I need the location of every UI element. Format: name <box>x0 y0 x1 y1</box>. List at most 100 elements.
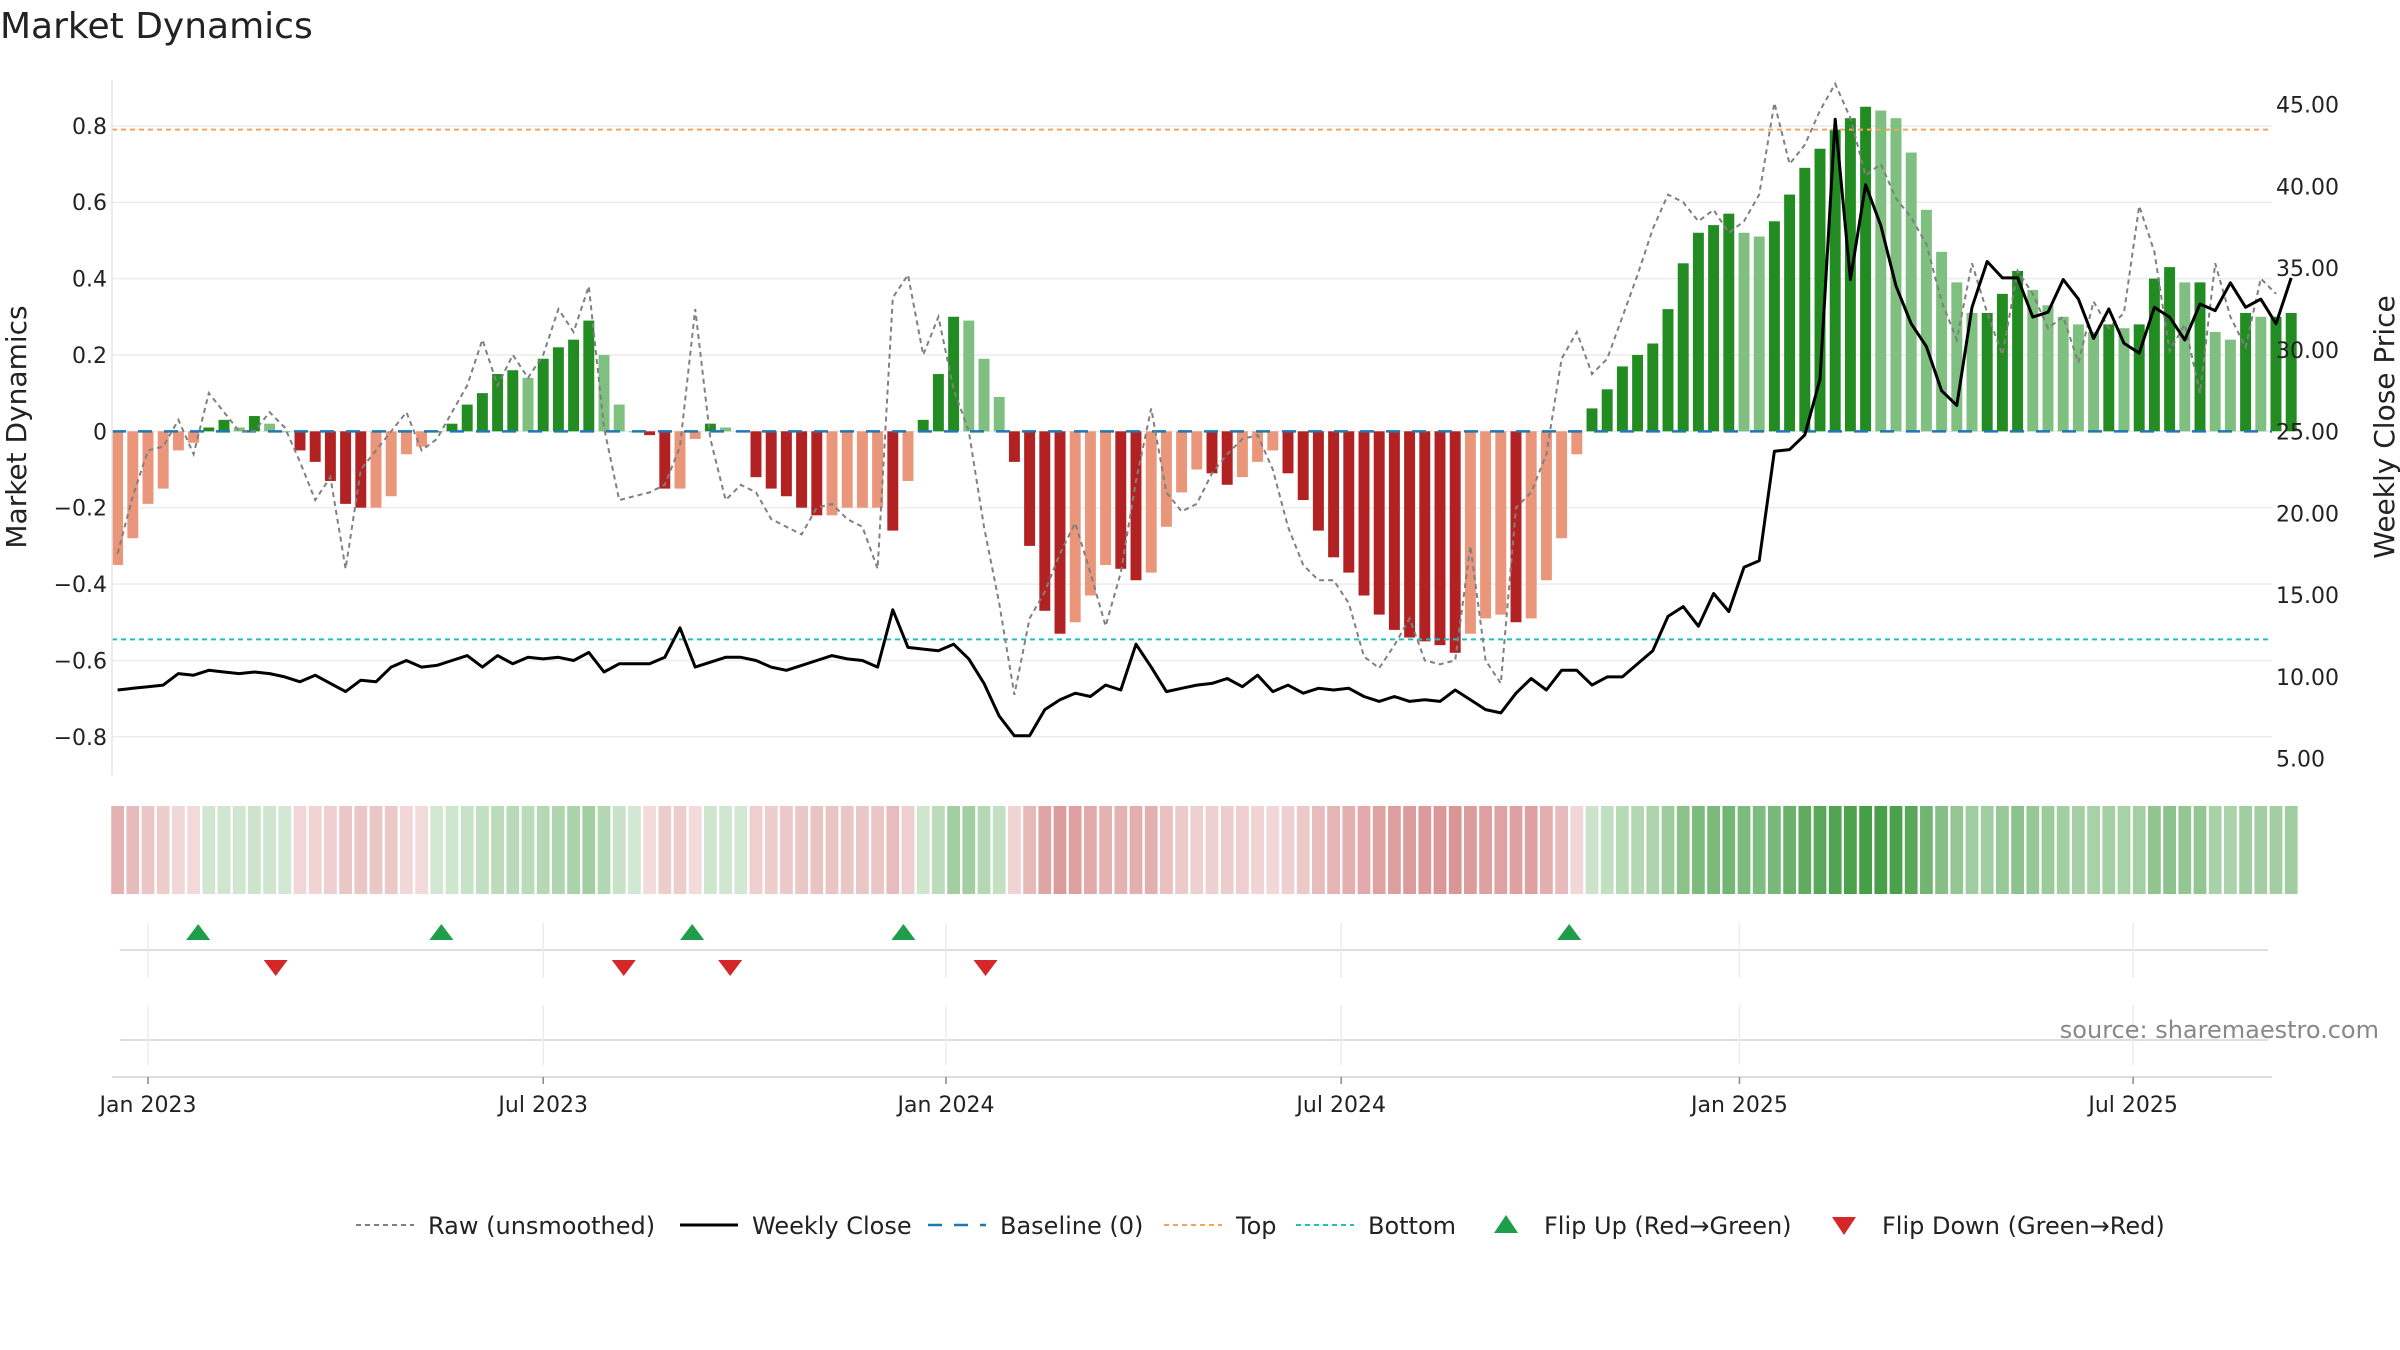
legend-label-top: Top <box>1235 1212 1277 1240</box>
regime-strip-cell <box>187 806 200 894</box>
market-dynamics-bar <box>1252 431 1264 462</box>
regime-strip-cell <box>141 806 155 894</box>
flip-markers <box>120 923 2268 978</box>
market-dynamics-bar <box>355 431 367 508</box>
regime-strip-cell <box>916 806 930 894</box>
regime-strip-cell <box>1220 806 1234 894</box>
market-dynamics-bar <box>1434 431 1446 646</box>
market-dynamics-bar <box>765 431 777 489</box>
market-dynamics-bar <box>917 419 929 432</box>
market-dynamics-bar <box>811 431 823 516</box>
regime-strip-cell <box>400 806 413 894</box>
regime-strip-cell <box>1312 806 1325 894</box>
regime-strip-cell <box>612 806 626 894</box>
market-dynamics-bar <box>537 358 549 432</box>
y-right-tick-label: 25.00 <box>2276 421 2339 446</box>
regime-strip-cell <box>1996 806 2009 894</box>
regime-strip-cell <box>202 806 216 894</box>
market-dynamics-bar <box>613 404 625 432</box>
market-dynamics-bar <box>1297 431 1309 501</box>
y-right-tick-label: 10.00 <box>2276 666 2339 691</box>
regime-strip-cell <box>506 806 520 894</box>
regime-strip-cell <box>1737 806 1751 894</box>
market-dynamics-bar <box>476 393 488 432</box>
market-dynamics-bar <box>1100 431 1112 565</box>
y-right-tick-label: 45.00 <box>2276 94 2339 119</box>
market-dynamics-bar <box>1358 431 1370 596</box>
market-dynamics-bar <box>568 339 580 432</box>
flip-up-marker <box>1557 924 1582 940</box>
market-dynamics-bar <box>264 423 276 432</box>
regime-strip-cell <box>278 806 292 894</box>
market-dynamics-bar <box>1905 152 1917 432</box>
market-dynamics-bar <box>780 431 792 497</box>
y-right-tick-label: 40.00 <box>2276 175 2339 200</box>
market-dynamics-bar <box>1601 389 1613 432</box>
market-dynamics-bar <box>1176 431 1188 493</box>
regime-strip-cell <box>324 806 337 894</box>
legend-label-close: Weekly Close <box>752 1212 912 1240</box>
market-dynamics-bar <box>1328 431 1340 558</box>
regime-strip-cell <box>1281 806 1295 894</box>
market-dynamics-bar <box>1753 236 1765 432</box>
market-dynamics-bar <box>461 404 473 432</box>
market-dynamics-bar <box>1464 431 1476 634</box>
market-dynamics-bar <box>1480 431 1492 619</box>
market-dynamics-bar <box>1951 282 1963 432</box>
regime-strip-cell <box>2117 806 2131 894</box>
y-right-tick-label: 35.00 <box>2276 257 2339 282</box>
regime-strip-cell <box>1236 806 1249 894</box>
regime-strip-cell <box>1661 806 1675 894</box>
regime-strip-cell <box>1904 806 1918 894</box>
regime-strip-cell <box>415 806 428 894</box>
market-dynamics-bar <box>1632 354 1644 432</box>
regime-strip-cell <box>156 806 170 894</box>
regime-strip-cell <box>1646 806 1660 894</box>
regime-strip-cell <box>521 806 535 894</box>
market-dynamics-bar <box>2194 282 2206 432</box>
regime-strip-cell <box>1357 806 1371 894</box>
regime-strip-cell <box>1707 806 1720 894</box>
x-tick-label: Jan 2024 <box>896 1093 995 1118</box>
regime-strip-cell <box>2102 806 2116 894</box>
regime-strip-cell <box>1342 806 1356 894</box>
timeline-axis: Jan 2023 Jul 2023 Jan 2024 Jul 2024 Jan 2025… <box>98 1005 2272 1118</box>
regime-strip-cell <box>1524 806 1538 894</box>
regime-strip-cell <box>2087 806 2100 894</box>
y-right-tick-label: 5.00 <box>2276 748 2325 773</box>
y-left-tick-label: 0.6 <box>72 191 107 216</box>
regime-strip-cell <box>2026 806 2040 894</box>
market-dynamics-bar <box>1130 431 1142 581</box>
regime-strip <box>111 806 2298 894</box>
regime-strip-cell <box>643 806 656 894</box>
regime-strip-cell <box>658 806 672 894</box>
flip-up-marker <box>891 924 916 940</box>
regime-strip-cell <box>947 806 960 894</box>
market-dynamics-bar <box>1343 431 1355 573</box>
market-dynamics-bar <box>598 354 610 432</box>
market-dynamics-bar <box>218 419 230 432</box>
y-left-tick-label: −0.8 <box>54 726 107 751</box>
regime-strip-cell <box>339 806 352 894</box>
y-left-tick-label: 0.8 <box>72 115 107 140</box>
market-dynamics-bar <box>1373 431 1385 615</box>
x-tick-label: Jan 2023 <box>98 1093 197 1118</box>
regime-strip-cell <box>764 806 778 894</box>
regime-strip-cell <box>1692 806 1705 894</box>
market-dynamics-bar <box>2012 270 2024 432</box>
regime-strip-cell <box>1555 806 1568 894</box>
regime-strip-cell <box>704 806 717 894</box>
regime-strip-cell <box>719 806 732 894</box>
market-dynamics-bar <box>1586 408 1598 432</box>
regime-strip-cell <box>1722 806 1736 894</box>
market-dynamics-bar <box>1723 213 1735 432</box>
regime-strip-cell <box>1296 806 1310 894</box>
y-left-tick-label: 0 <box>93 420 107 445</box>
market-dynamics-bar <box>324 431 336 481</box>
regime-strip-cell <box>1464 806 1477 894</box>
market-dynamics-bar <box>127 431 139 539</box>
weekly-close-line <box>117 117 2293 738</box>
market-dynamics-bar <box>2072 324 2084 432</box>
market-dynamics-bar <box>248 416 260 432</box>
market-dynamics-bar <box>309 431 321 462</box>
